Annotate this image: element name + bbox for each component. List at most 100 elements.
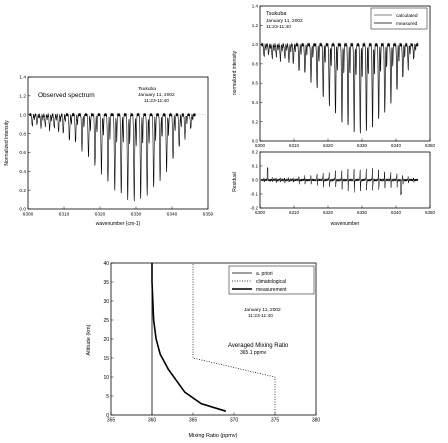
profile-y-ticks: 0 5 10 15 20 25 30 35 40 bbox=[103, 261, 114, 419]
profile-x-tick-label: 355 bbox=[107, 418, 116, 424]
observed-y-tick-label: 0.0 bbox=[19, 207, 26, 213]
observed-y-tick-label: 1.0 bbox=[19, 112, 26, 118]
observed-y-ticks: 0.0 0.2 0.4 0.6 0.8 1.0 1.2 1.4 bbox=[19, 75, 31, 213]
fit-date: January 11, 2002 bbox=[266, 18, 303, 24]
fit-y-tick-label: 1.2 bbox=[252, 23, 259, 28]
fit-y-tick-label: 0.4 bbox=[252, 100, 259, 105]
profile-y-tick-label: 15 bbox=[103, 356, 109, 362]
residual-x-tick-label: 6310 bbox=[289, 210, 300, 215]
profile-y-tick-label: 20 bbox=[103, 337, 109, 343]
fit-x-tick-label: 6320 bbox=[323, 143, 334, 148]
measurement-line bbox=[151, 263, 227, 412]
residual-x-tick-label: 6320 bbox=[323, 210, 334, 215]
residual-chart: 6300 6310 6320 6330 6340 6350 -0.2 -0.1 0.0 0.1 0… bbox=[232, 150, 436, 227]
residual-xlabel: wavenumber bbox=[331, 221, 360, 227]
profile-x-tick-label: 375 bbox=[271, 418, 280, 424]
observed-ylabel: Normalized Intensity bbox=[4, 120, 10, 166]
observed-spectrum-chart: 6300 6310 6320 6330 6340 6350 0.0 0.2 0.4 0.6 0.8… bbox=[4, 75, 214, 227]
observed-time: 11:23-11:40 bbox=[144, 98, 169, 104]
profile-date: January 11, 2002 bbox=[244, 307, 281, 313]
residual-ylabel: Residual bbox=[232, 172, 238, 191]
profile-y-tick-label: 30 bbox=[103, 299, 109, 305]
observed-x-tick-label: 6340 bbox=[167, 211, 178, 217]
averaged-value: 365.1 ppmv bbox=[240, 350, 267, 356]
residual-y-tick-label: -0.1 bbox=[250, 192, 258, 197]
fit-y-tick-label: 1.0 bbox=[252, 42, 259, 47]
fit-legend-box bbox=[370, 7, 428, 30]
profile-y-tick-label: 35 bbox=[103, 280, 109, 286]
fit-x-tick-label: 6340 bbox=[391, 143, 402, 148]
profile-time: 11:23-11:40 bbox=[248, 313, 273, 319]
legend-label-calculated: calculated bbox=[396, 13, 418, 19]
averaged-label: Averaged Mixing Ratio bbox=[228, 343, 289, 349]
observed-y-tick-label: 0.4 bbox=[19, 169, 26, 175]
profile-x-tick-label: 360 bbox=[148, 418, 157, 424]
residual-y-tick-label: 0.0 bbox=[252, 178, 259, 183]
fit-y-tick-label: 0.8 bbox=[252, 61, 259, 66]
profile-y-tick-label: 25 bbox=[103, 318, 109, 324]
observed-date: January 11, 2002 bbox=[138, 92, 175, 98]
profile-y-tick-label: 40 bbox=[103, 261, 109, 267]
observed-x-tick-label: 6320 bbox=[95, 211, 106, 217]
fit-y-tick-label: 1.4 bbox=[252, 4, 259, 9]
fit-site: Tsukuba bbox=[266, 11, 287, 17]
residual-line bbox=[261, 167, 419, 196]
fit-x-ticks: 6300 6310 6320 6330 6340 6350 bbox=[255, 138, 436, 148]
observed-y-tick-label: 0.2 bbox=[19, 188, 26, 194]
observed-y-tick-label: 1.2 bbox=[19, 94, 26, 100]
fit-x-tick-label: 6350 bbox=[425, 143, 436, 148]
observed-frame bbox=[27, 76, 209, 210]
observed-site: Tsukuba bbox=[138, 86, 156, 92]
profile-x-tick-label: 380 bbox=[312, 418, 321, 424]
residual-x-tick-label: 6300 bbox=[255, 210, 266, 215]
profile-y-tick-label: 0 bbox=[106, 413, 109, 419]
fit-time: 11:23-11:40 bbox=[266, 24, 291, 30]
residual-y-tick-label: -0.2 bbox=[250, 206, 258, 211]
profile-x-ticks: 355 360 365 370 375 380 bbox=[107, 412, 321, 424]
climatological-line bbox=[192, 263, 276, 415]
legend-label-measured: measured bbox=[396, 21, 418, 27]
observed-x-tick-label: 6350 bbox=[203, 211, 214, 217]
residual-x-tick-label: 6350 bbox=[425, 210, 436, 215]
profile-x-tick-label: 370 bbox=[230, 418, 239, 424]
fit-chart: 6300 6310 6320 6330 6340 6350 0.0 0.2 0.4 0.6 0.8… bbox=[232, 4, 436, 148]
residual-y-tick-label: 0.1 bbox=[252, 164, 259, 169]
residual-x-ticks: 6300 6310 6320 6330 6340 6350 bbox=[255, 205, 436, 215]
fit-frame bbox=[259, 5, 431, 142]
legend-label-apriori: a. priori bbox=[256, 271, 273, 277]
observed-x-tick-label: 6300 bbox=[23, 211, 34, 217]
fit-x-tick-label: 6310 bbox=[289, 143, 300, 148]
fit-legend: calculated measured bbox=[370, 7, 428, 30]
fit-x-tick-label: 6330 bbox=[357, 143, 368, 148]
observed-y-tick-label: 0.8 bbox=[19, 131, 26, 137]
profile-xlabel: Mixing Ratio (ppmv) bbox=[189, 433, 238, 439]
profile-chart: 355 360 365 370 375 380 0 5 10 15 20 25 30 35 40 a. p… bbox=[86, 261, 320, 439]
fit-y-ticks: 0.0 0.2 0.4 0.6 0.8 1.0 1.2 1.4 bbox=[252, 4, 263, 144]
fit-y-tick-label: 0.6 bbox=[252, 81, 259, 86]
profile-y-tick-label: 5 bbox=[106, 394, 109, 400]
fit-x-tick-label: 6300 bbox=[255, 143, 266, 148]
observed-xlabel: wavenumber (cm-1) bbox=[96, 221, 141, 227]
profile-legend: a. priori climatological measurement bbox=[228, 265, 315, 295]
residual-x-tick-label: 6330 bbox=[357, 210, 368, 215]
observed-y-tick-label: 1.4 bbox=[19, 75, 26, 81]
legend-label-climatological: climatological bbox=[256, 279, 286, 285]
fit-ylabel: normalized intensity bbox=[232, 50, 238, 95]
observed-x-tick-label: 6310 bbox=[59, 211, 70, 217]
profile-x-tick-label: 365 bbox=[189, 418, 198, 424]
residual-x-tick-label: 6340 bbox=[391, 210, 402, 215]
fit-y-tick-label: 0.0 bbox=[252, 139, 259, 144]
observed-y-tick-label: 0.6 bbox=[19, 150, 26, 156]
observed-label: Observed spectrum bbox=[38, 92, 95, 99]
profile-y-tick-label: 10 bbox=[103, 375, 109, 381]
measured-line bbox=[261, 42, 419, 134]
observed-x-tick-label: 6330 bbox=[131, 211, 142, 217]
residual-y-tick-label: 0.2 bbox=[252, 150, 259, 155]
observed-x-ticks: 6300 6310 6320 6330 6340 6350 bbox=[23, 206, 214, 217]
residual-y-ticks: -0.2 -0.1 0.0 0.1 0.2 bbox=[250, 150, 263, 211]
legend-label-measurement: measurement bbox=[256, 287, 287, 293]
observed-spectrum-line bbox=[29, 112, 196, 202]
profile-ylabel: Altitude (km) bbox=[86, 324, 92, 355]
fit-y-tick-label: 0.2 bbox=[252, 119, 259, 124]
